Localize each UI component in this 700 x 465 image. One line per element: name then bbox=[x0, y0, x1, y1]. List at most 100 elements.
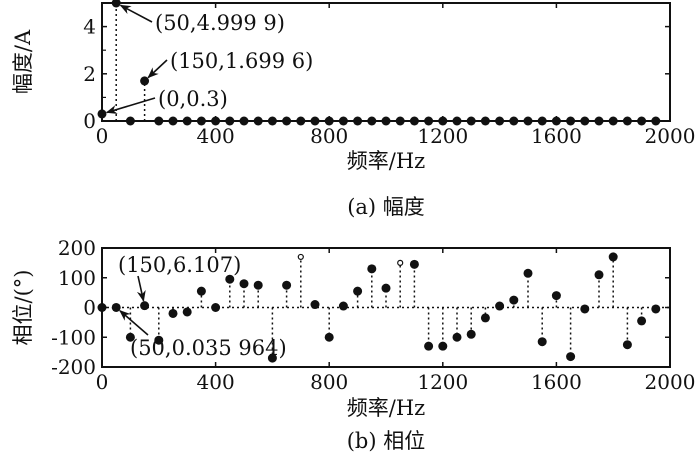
data-point bbox=[282, 116, 292, 126]
data-point bbox=[125, 116, 135, 126]
data-point bbox=[622, 340, 632, 350]
data-point bbox=[452, 332, 462, 342]
data-point bbox=[225, 116, 235, 126]
data-point bbox=[622, 116, 632, 126]
data-point bbox=[310, 116, 320, 126]
data-point bbox=[140, 76, 150, 86]
y-axis-label: 相位/(°) bbox=[11, 270, 35, 346]
data-point bbox=[111, 0, 121, 8]
annotation-arrow bbox=[119, 310, 149, 336]
data-point bbox=[651, 116, 661, 126]
data-point bbox=[466, 329, 476, 339]
data-point bbox=[196, 116, 206, 126]
data-point bbox=[551, 291, 561, 301]
y-tick-label: 2 bbox=[83, 62, 96, 86]
data-point bbox=[253, 280, 263, 290]
data-point bbox=[397, 259, 404, 266]
y-tick-label: 4 bbox=[83, 15, 96, 39]
data-point bbox=[395, 116, 405, 126]
data-point bbox=[324, 332, 334, 342]
data-point bbox=[353, 116, 363, 126]
x-tick-label: 2000 bbox=[645, 124, 696, 148]
data-point bbox=[97, 109, 107, 119]
data-point bbox=[594, 270, 604, 280]
y-tick-label: -200 bbox=[51, 355, 96, 379]
annotation-label: (50,4.999 9) bbox=[155, 11, 285, 35]
data-point bbox=[239, 279, 249, 289]
data-point bbox=[297, 253, 304, 261]
data-point bbox=[381, 283, 391, 293]
data-point bbox=[353, 286, 363, 296]
data-point bbox=[580, 116, 590, 126]
data-point bbox=[637, 316, 647, 326]
annotation-arrow bbox=[119, 4, 153, 23]
y-tick-label: -100 bbox=[51, 325, 96, 349]
data-point bbox=[282, 280, 292, 290]
data-point bbox=[367, 116, 377, 126]
x-tick-label: 400 bbox=[197, 124, 235, 148]
data-point bbox=[509, 116, 519, 126]
data-point bbox=[566, 116, 576, 126]
x-axis-label: 频率/Hz bbox=[347, 396, 425, 420]
annotation-arrow bbox=[105, 97, 156, 114]
data-point bbox=[225, 274, 235, 284]
data-point bbox=[551, 116, 561, 126]
annotation-label: (150,6.107) bbox=[118, 253, 241, 277]
data-point bbox=[367, 264, 377, 274]
data-point bbox=[168, 308, 178, 318]
data-point bbox=[523, 116, 533, 126]
y-tick-label: 0 bbox=[83, 109, 96, 133]
data-point bbox=[140, 301, 150, 311]
data-point bbox=[182, 307, 192, 317]
x-axis-label: 频率/Hz bbox=[347, 149, 425, 173]
data-point bbox=[324, 116, 334, 126]
data-point bbox=[182, 116, 192, 126]
data-point bbox=[154, 335, 164, 345]
data-point bbox=[651, 304, 661, 314]
data-point bbox=[495, 301, 505, 311]
data-point bbox=[338, 116, 348, 126]
x-tick-label: 800 bbox=[310, 124, 348, 148]
annotation-arrow bbox=[136, 275, 146, 302]
data-point bbox=[239, 116, 249, 126]
data-point bbox=[338, 301, 348, 311]
y-tick-label: 200 bbox=[58, 236, 96, 260]
data-point bbox=[409, 259, 419, 269]
data-point bbox=[537, 337, 547, 347]
data-point bbox=[253, 116, 263, 126]
data-point bbox=[111, 302, 121, 312]
data-point bbox=[154, 116, 164, 126]
data-point bbox=[438, 116, 448, 126]
y-tick-label: 0 bbox=[83, 296, 96, 320]
phase-plot: 0 400 800 1200 1600 20002001000-100-200(150,6… bbox=[11, 236, 695, 453]
data-point bbox=[438, 341, 448, 351]
x-tick-label: 0 bbox=[96, 124, 109, 148]
data-point bbox=[594, 116, 604, 126]
data-point bbox=[267, 353, 277, 363]
subplot-caption: (a) 幅度 bbox=[347, 195, 425, 219]
data-point bbox=[211, 303, 221, 312]
x-tick-label: 1600 bbox=[531, 124, 582, 148]
data-point bbox=[566, 352, 576, 362]
data-point bbox=[97, 303, 107, 312]
x-tick-label: 0 bbox=[96, 370, 109, 394]
data-point bbox=[196, 286, 206, 296]
data-point bbox=[267, 116, 277, 126]
data-point bbox=[509, 295, 519, 305]
data-point bbox=[168, 116, 178, 126]
data-point bbox=[424, 116, 434, 126]
amplitude-plot: 0 400 800 1200 1600 2000 0 2 4 (50,4.999 9) (150,1… bbox=[11, 0, 695, 219]
annotation-label: (150,1.699 6) bbox=[170, 49, 313, 73]
data-point bbox=[637, 116, 647, 126]
data-point bbox=[466, 116, 476, 126]
annotation-arrow bbox=[147, 59, 168, 79]
y-axis-label: 幅度/A bbox=[11, 29, 35, 94]
annotation-label: (50,0.035 964) bbox=[130, 336, 287, 360]
x-tick-label: 1200 bbox=[417, 124, 468, 148]
data-point bbox=[381, 116, 391, 126]
x-tick-label: 1200 bbox=[417, 370, 468, 394]
data-point bbox=[608, 252, 618, 262]
y-tick-label: 100 bbox=[58, 266, 96, 290]
data-point bbox=[424, 341, 434, 351]
x-tick-label: 2000 bbox=[645, 370, 696, 394]
